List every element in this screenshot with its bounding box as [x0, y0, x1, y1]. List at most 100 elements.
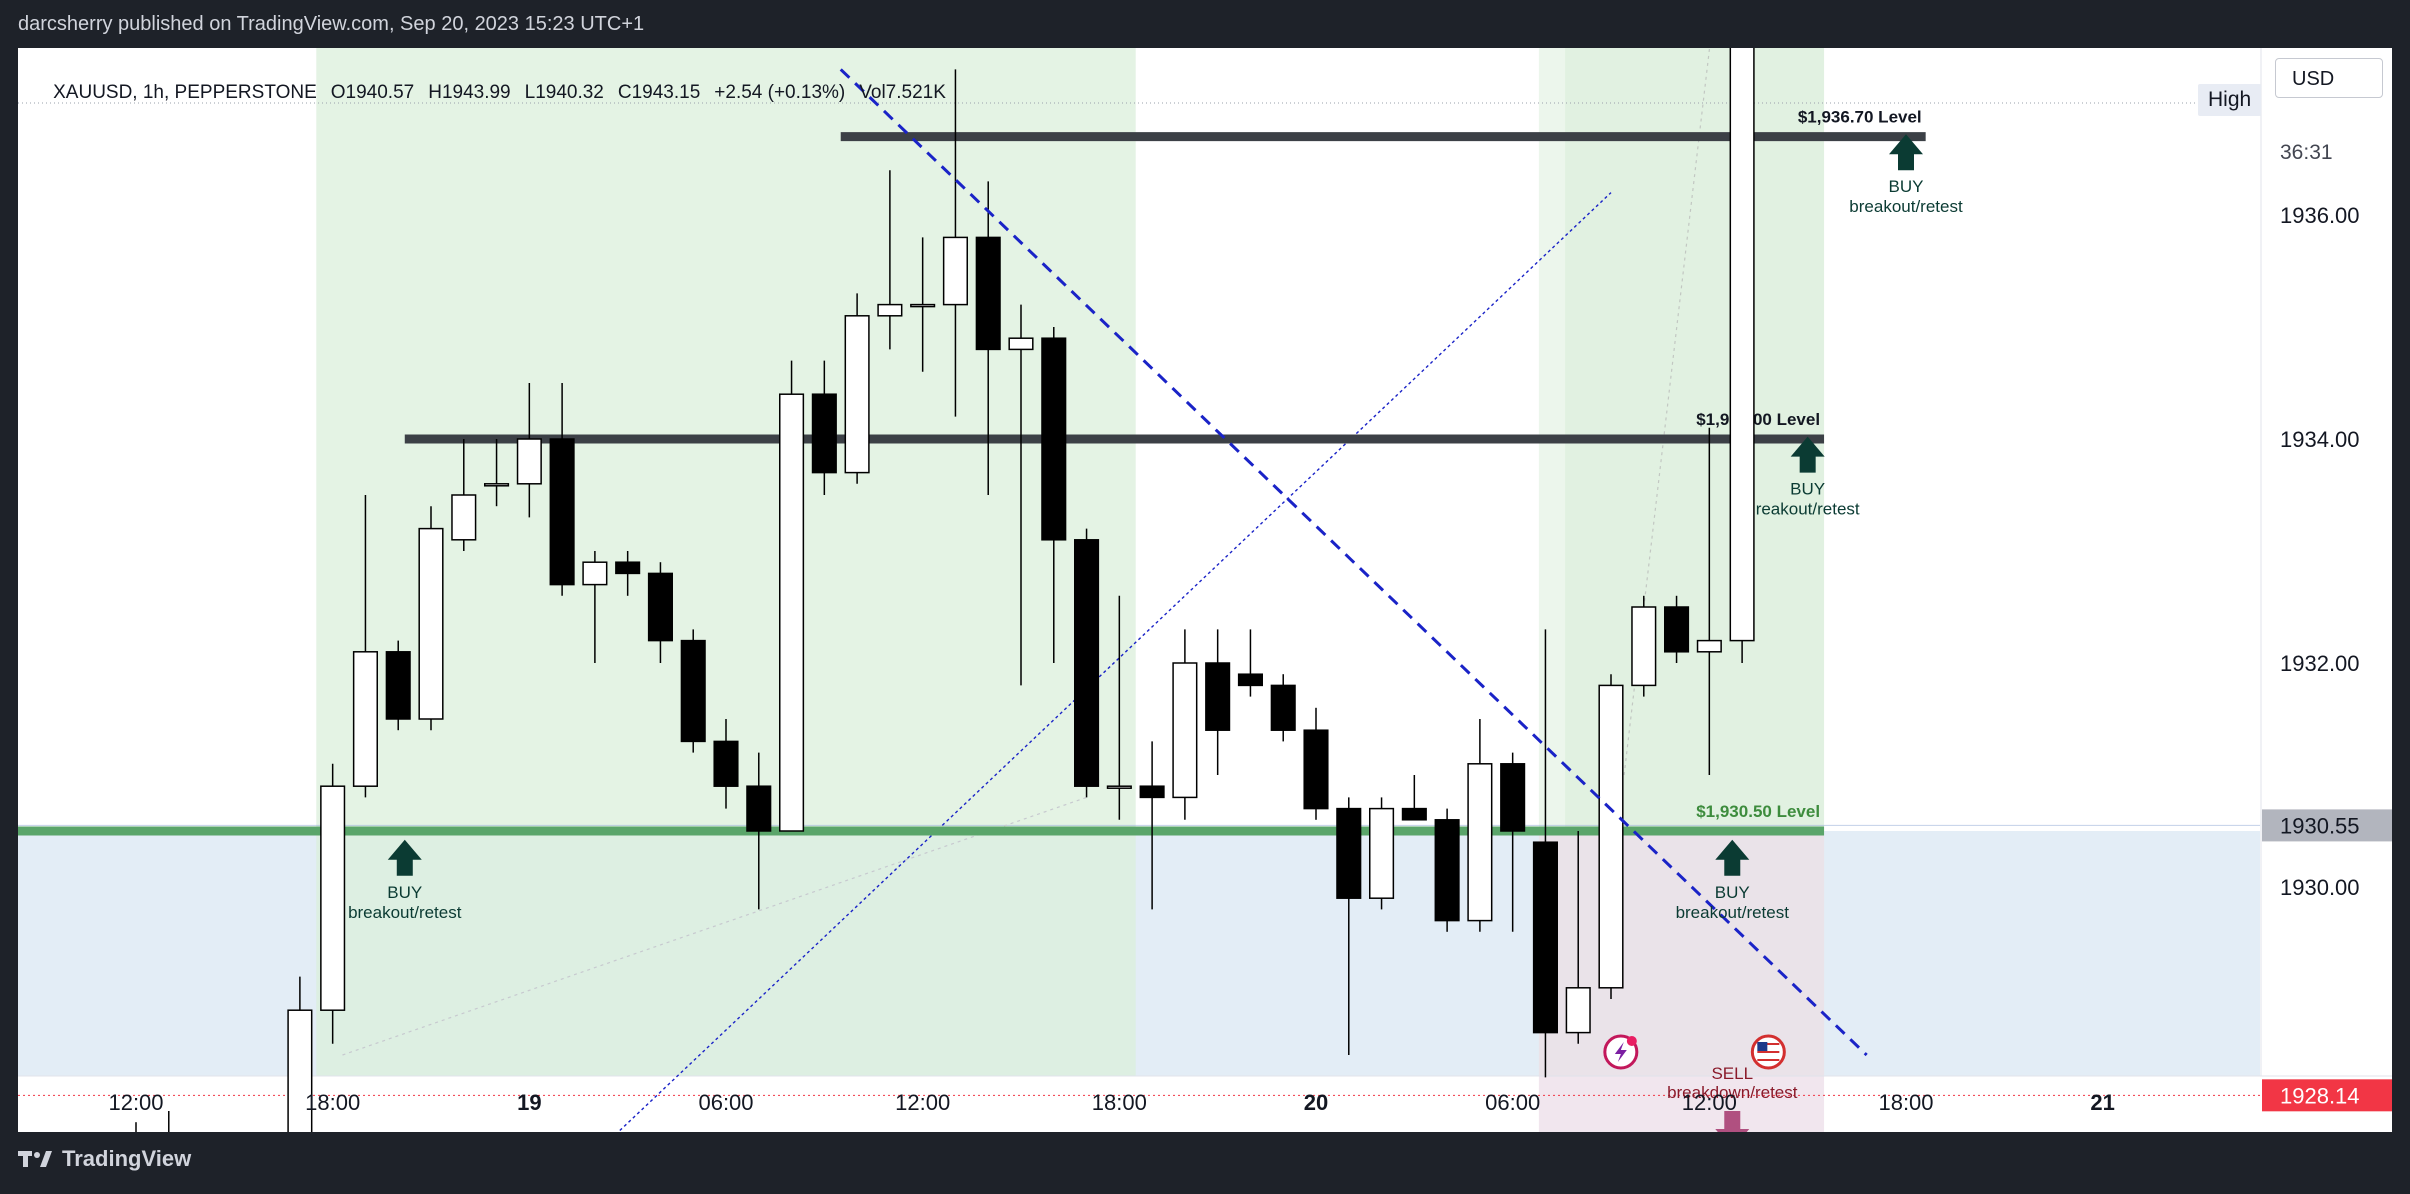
- candle-body-36: [1270, 684, 1296, 731]
- candle-body-8: [352, 651, 378, 787]
- session-zone-a: [316, 48, 1136, 1076]
- legend-low: L1940.32: [524, 82, 604, 103]
- candle-46: [1598, 674, 1624, 999]
- candle-body-9: [385, 651, 411, 720]
- candle-body-30: [1074, 539, 1100, 787]
- buy-title: BUY: [1790, 480, 1825, 499]
- ohlc-legend: XAUUSD, 1h, PEPPERSTONE O1940.57 H1943.99 L…: [32, 60, 960, 126]
- price-chart[interactable]: $1,936.70 Level $1,934.00 Level $1,930.50 …: [18, 48, 2392, 1132]
- candle-23: [844, 293, 870, 484]
- candle-24: [877, 170, 903, 350]
- candle-body-24: [877, 303, 903, 317]
- candle-body-31: [1106, 785, 1132, 789]
- x-tick-label-3: 06:00: [698, 1090, 753, 1115]
- legend-symbol[interactable]: XAUUSD, 1h, PEPPERSTONE: [53, 82, 317, 103]
- candle-body-13: [516, 438, 542, 485]
- candle-body-32: [1139, 785, 1165, 799]
- candle-body-7: [320, 785, 346, 1011]
- buy-subtitle: breakout/retest: [1676, 903, 1790, 922]
- legend-high: H1943.99: [428, 82, 511, 103]
- candle-body-6: [287, 1009, 313, 1132]
- candle-body-45: [1565, 987, 1591, 1034]
- x-tick-label-6: 20: [1304, 1090, 1328, 1115]
- candle-body-38: [1336, 807, 1362, 899]
- legend-open: O1940.57: [330, 82, 415, 103]
- candle-body-49: [1696, 639, 1722, 653]
- candle-32: [1139, 741, 1165, 910]
- buy-subtitle: reakout/retest: [1756, 500, 1860, 519]
- candle-body-10: [418, 527, 444, 720]
- candle-body-26: [942, 236, 968, 306]
- candle-7: [320, 763, 346, 1044]
- tradingview-brand: TradingView: [62, 1146, 192, 1171]
- sell-subtitle: breakdown/retest: [1667, 1083, 1798, 1102]
- candle-20: [746, 752, 772, 910]
- y-tick-label-3: 1936.00: [2280, 203, 2360, 228]
- tradingview-logo[interactable]: TradingView: [18, 1146, 191, 1172]
- tradingview-logo-icon: [18, 1151, 52, 1167]
- candle-16: [615, 551, 641, 596]
- price-tag-1: 1928.14: [2262, 1079, 2392, 1112]
- candle-9: [385, 640, 411, 731]
- x-tick-label-4: 12:00: [895, 1090, 950, 1115]
- candle-1: [135, 1122, 137, 1132]
- candle-21: [779, 360, 805, 832]
- candle-body-48: [1664, 606, 1690, 653]
- candle-body-46: [1598, 684, 1624, 989]
- candle-body-44: [1532, 841, 1558, 1034]
- buy-arrow-icon: [1715, 839, 1750, 876]
- candle-10: [418, 506, 444, 731]
- candle-body-50: [1729, 48, 1755, 642]
- price-tag-label: 1928.14: [2280, 1083, 2360, 1108]
- x-tick-label-2: 19: [517, 1090, 541, 1115]
- candle-27: [975, 181, 1001, 495]
- candle-body-40: [1401, 807, 1427, 821]
- buy-arrow-icon: [387, 839, 422, 876]
- candle-44: [1532, 629, 1558, 1078]
- candle-body-23: [844, 315, 870, 474]
- chart-frame[interactable]: $1,936.70 Level $1,934.00 Level $1,930.50 …: [18, 48, 2392, 1132]
- faint-projection-line: [342, 796, 1087, 1056]
- x-tick-label-9: 18:00: [1878, 1090, 1933, 1115]
- buy-title: BUY: [1715, 883, 1750, 902]
- candle-body-27: [975, 236, 1001, 351]
- candle-2: [168, 1111, 170, 1132]
- level-label-2: $1,930.50 Level: [1696, 802, 1820, 821]
- candle-28: [1008, 304, 1034, 686]
- candle-36: [1270, 674, 1296, 742]
- candle-48: [1664, 595, 1690, 663]
- x-tick-label-8: 12:00: [1682, 1090, 1737, 1115]
- candle-37: [1303, 707, 1329, 820]
- y-tick-label-1: 1932.00: [2280, 651, 2360, 676]
- candle-body-25: [910, 303, 936, 308]
- candle-47: [1631, 595, 1657, 697]
- candle-body-21: [779, 393, 805, 832]
- candle-34: [1205, 629, 1231, 775]
- legend-change: +2.54 (+0.13%): [714, 82, 846, 103]
- us-flag-icon: [1750, 1034, 1786, 1070]
- candle-13: [516, 383, 542, 518]
- sell-arrow-icon: [1715, 1111, 1750, 1132]
- price-tag-label: 1930.55: [2280, 813, 2360, 838]
- candle-43: [1500, 752, 1526, 932]
- candle-body-37: [1303, 729, 1329, 810]
- legend-volume: Vol7.521K: [859, 82, 946, 103]
- candle-35: [1237, 629, 1263, 697]
- candle-body-43: [1500, 763, 1526, 832]
- candle-17: [647, 562, 673, 663]
- candle-body-14: [549, 438, 575, 586]
- buy-arrow-icon: [1790, 436, 1825, 473]
- candle-body-47: [1631, 606, 1657, 687]
- high-label: High: [2198, 84, 2262, 116]
- currency-button[interactable]: USD: [2275, 58, 2383, 98]
- candle-body-12: [484, 483, 510, 487]
- candle-body-16: [615, 561, 641, 575]
- publisher-header: darcsherry published on TradingView.com,…: [0, 0, 2410, 48]
- buy-arrow-icon: [1889, 134, 1923, 171]
- publisher-line: darcsherry published on TradingView.com,…: [18, 13, 645, 35]
- candle-22: [811, 360, 837, 495]
